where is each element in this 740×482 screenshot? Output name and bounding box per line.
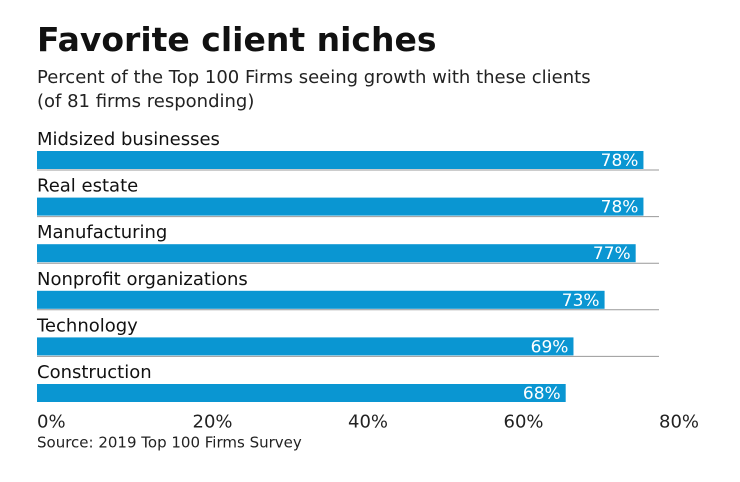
category-label: Real estate xyxy=(37,176,138,197)
x-tick-label: 80% xyxy=(659,412,699,433)
bar xyxy=(37,197,644,216)
x-tick-label: 0% xyxy=(37,412,66,433)
bar xyxy=(37,244,636,263)
bar xyxy=(37,384,566,402)
source: Source: 2019 Top 100 Firms Survey xyxy=(37,434,302,452)
value-label: 73% xyxy=(562,291,600,311)
bar xyxy=(37,290,605,309)
chart-title: Favorite client niches xyxy=(37,20,437,59)
x-tick-label: 60% xyxy=(504,412,544,433)
value-label: 78% xyxy=(601,151,639,171)
bar xyxy=(37,151,644,169)
category-label: Technology xyxy=(36,315,138,336)
value-label: 69% xyxy=(531,337,569,357)
bar xyxy=(37,337,574,356)
value-label: 78% xyxy=(601,198,639,218)
category-label: Manufacturing xyxy=(37,222,167,243)
value-label: 68% xyxy=(523,384,561,404)
category-label: Midsized businesses xyxy=(37,129,220,150)
category-label: Construction xyxy=(37,362,152,383)
value-label: 77% xyxy=(593,244,631,264)
x-tick-label: 20% xyxy=(193,412,233,433)
category-label: Nonprofit organizations xyxy=(37,269,248,290)
chart-subtitle: Percent of the Top 100 Firms seeing grow… xyxy=(37,67,591,112)
x-tick-label: 40% xyxy=(348,412,388,433)
